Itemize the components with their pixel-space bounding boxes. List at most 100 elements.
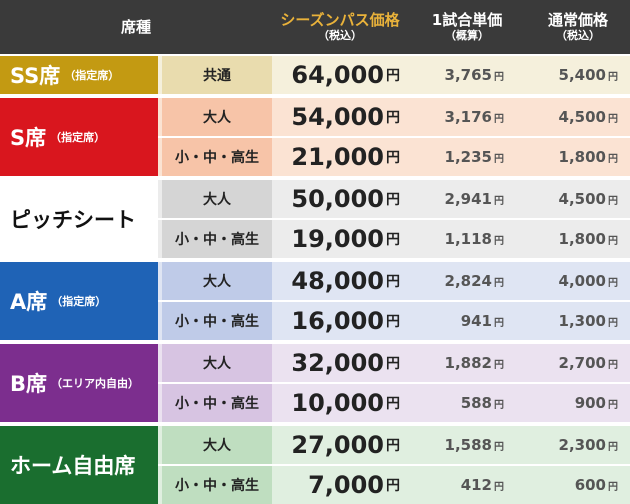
- yen-unit: 円: [494, 317, 504, 329]
- price-row: 大人 27,000 円 1,588 円 2,300 円: [158, 426, 630, 464]
- regular-price-cell: 5,400 円: [526, 56, 630, 94]
- yen-unit: 円: [494, 399, 504, 411]
- header-season-label: シーズンパス価格: [280, 11, 400, 29]
- season-price-cell: 32,000 円: [272, 344, 408, 382]
- header-seat: 席種: [0, 0, 272, 54]
- category-cell: 小・中・高生: [162, 220, 272, 258]
- yen-unit: 円: [608, 481, 618, 493]
- category-cell: 小・中・高生: [162, 466, 272, 504]
- per-game-price-cell: 1,118 円: [408, 220, 526, 258]
- regular-price-cell-value: 4,000: [558, 272, 606, 290]
- seat-section: S席 （指定席） 大人 54,000 円 3,176 円 4,500 円小・中・高生 21,000…: [0, 98, 630, 176]
- yen-unit: 円: [386, 150, 400, 166]
- yen-unit: 円: [608, 153, 618, 165]
- seat-section: A席 （指定席） 大人 48,000 円 2,824 円 4,000 円小・中・高生 16,000…: [0, 262, 630, 340]
- seat-section: SS席 （指定席） 共通 64,000 円 3,765 円 5,400 円: [0, 56, 630, 94]
- category-cell-value: 小・中・高生: [175, 478, 259, 494]
- yen-unit: 円: [608, 359, 618, 371]
- yen-unit: 円: [608, 195, 618, 207]
- yen-unit: 円: [494, 441, 504, 453]
- yen-unit: 円: [494, 235, 504, 247]
- per-game-price-cell: 1,882 円: [408, 344, 526, 382]
- header-per-label: 1試合単価: [431, 11, 503, 29]
- regular-price-cell: 4,500 円: [526, 180, 630, 218]
- per-game-price-cell-value: 1,235: [444, 148, 492, 166]
- season-price-cell: 10,000 円: [272, 384, 408, 422]
- price-row: 小・中・高生 10,000 円 588 円 900 円: [158, 384, 630, 422]
- price-row: 大人 48,000 円 2,824 円 4,000 円: [158, 262, 630, 300]
- yen-unit: 円: [386, 478, 400, 494]
- price-row: 大人 54,000 円 3,176 円 4,500 円: [158, 98, 630, 136]
- header-regular-sub: （税込）: [556, 29, 600, 42]
- per-game-price-cell-value: 2,824: [444, 272, 492, 290]
- seat-name: A席: [10, 290, 48, 314]
- regular-price-cell-value: 1,300: [558, 312, 606, 330]
- per-game-price-cell: 412 円: [408, 466, 526, 504]
- season-price-cell-value: 27,000: [291, 431, 384, 459]
- category-cell: 小・中・高生: [162, 138, 272, 176]
- per-game-price-cell: 2,824 円: [408, 262, 526, 300]
- per-game-price-cell-value: 2,941: [444, 190, 492, 208]
- per-game-price-cell-value: 3,765: [444, 66, 492, 84]
- per-game-price-cell: 1,235 円: [408, 138, 526, 176]
- season-price-cell: 19,000 円: [272, 220, 408, 258]
- yen-unit: 円: [608, 399, 618, 411]
- category-cell-value: 共通: [203, 68, 231, 84]
- seat-note: （エリア内自由）: [51, 377, 140, 390]
- price-row: 小・中・高生 19,000 円 1,118 円 1,800 円: [158, 220, 630, 258]
- header-per: 1試合単価 （概算）: [408, 0, 526, 54]
- regular-price-cell: 2,300 円: [526, 426, 630, 464]
- header-per-sub: （概算）: [445, 29, 489, 42]
- regular-price-cell-value: 1,800: [558, 148, 606, 166]
- yen-unit: 円: [386, 232, 400, 248]
- price-row: 小・中・高生 7,000 円 412 円 600 円: [158, 466, 630, 504]
- seat-name: S席: [10, 126, 47, 150]
- header-regular: 通常価格 （税込）: [526, 0, 630, 54]
- price-row: 小・中・高生 21,000 円 1,235 円 1,800 円: [158, 138, 630, 176]
- yen-unit: 円: [386, 356, 400, 372]
- category-cell-value: 小・中・高生: [175, 396, 259, 412]
- per-game-price-cell: 3,765 円: [408, 56, 526, 94]
- regular-price-cell-value: 900: [574, 394, 606, 412]
- yen-unit: 円: [386, 274, 400, 290]
- header-season: シーズンパス価格 （税込）: [272, 0, 408, 54]
- per-game-price-cell-value: 1,588: [444, 436, 492, 454]
- season-price-cell: 64,000 円: [272, 56, 408, 94]
- regular-price-cell: 900 円: [526, 384, 630, 422]
- per-game-price-cell: 1,588 円: [408, 426, 526, 464]
- seat-name: ホーム自由席: [10, 454, 136, 478]
- regular-price-cell-value: 4,500: [558, 108, 606, 126]
- season-price-cell: 54,000 円: [272, 98, 408, 136]
- yen-unit: 円: [608, 71, 618, 83]
- regular-price-cell-value: 5,400: [558, 66, 606, 84]
- seat-section: B席 （エリア内自由） 大人 32,000 円 1,882 円 2,700 円小・中・高生 10,…: [0, 344, 630, 422]
- regular-price-cell: 1,300 円: [526, 302, 630, 340]
- season-price-cell-value: 21,000: [291, 143, 384, 171]
- category-cell: 大人: [162, 98, 272, 136]
- season-price-cell-value: 7,000: [308, 471, 384, 499]
- per-game-price-cell-value: 1,882: [444, 354, 492, 372]
- yen-unit: 円: [386, 192, 400, 208]
- category-cell: 大人: [162, 262, 272, 300]
- yen-unit: 円: [494, 113, 504, 125]
- header-seat-label: 席種: [120, 17, 151, 36]
- regular-price-cell: 1,800 円: [526, 220, 630, 258]
- season-price-cell: 16,000 円: [272, 302, 408, 340]
- yen-unit: 円: [494, 359, 504, 371]
- category-cell-value: 大人: [203, 356, 231, 372]
- yen-unit: 円: [608, 317, 618, 329]
- season-price-cell-value: 32,000: [291, 349, 384, 377]
- yen-unit: 円: [386, 68, 400, 84]
- category-cell-value: 小・中・高生: [175, 150, 259, 166]
- yen-unit: 円: [494, 277, 504, 289]
- seat-note: （指定席）: [51, 295, 107, 308]
- yen-unit: 円: [494, 195, 504, 207]
- per-game-price-cell-value: 3,176: [444, 108, 492, 126]
- regular-price-cell: 600 円: [526, 466, 630, 504]
- category-cell-value: 大人: [203, 192, 231, 208]
- seat-name: SS席: [10, 64, 61, 88]
- price-row: 大人 32,000 円 1,882 円 2,700 円: [158, 344, 630, 382]
- seat-note: （指定席）: [64, 69, 120, 82]
- header-regular-label: 通常価格: [547, 11, 608, 29]
- season-price-cell-value: 16,000: [291, 307, 384, 335]
